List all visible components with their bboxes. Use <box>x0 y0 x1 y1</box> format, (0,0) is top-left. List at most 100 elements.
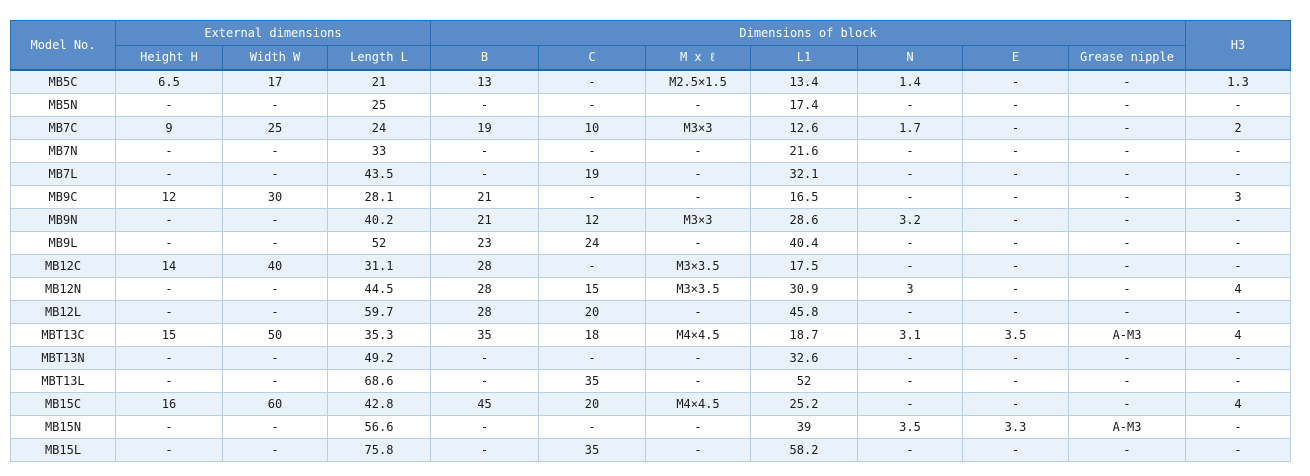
value-cell: - <box>115 438 223 462</box>
model-no-cell: MB7L <box>10 162 116 186</box>
table-row: MB15C 16 60 42.8 45 20 M4×4.5 25.2- - -4 <box>10 392 1292 416</box>
col-header-e: E <box>962 45 1069 71</box>
value-cell: 43.5 <box>327 162 431 186</box>
value-cell: 21.6 <box>750 139 858 163</box>
value-cell: 30 <box>222 185 328 209</box>
value-cell: - <box>222 438 328 462</box>
value-cell: - <box>115 139 223 163</box>
value-cell: 3.1 <box>857 323 963 347</box>
value-cell: - <box>1185 438 1292 462</box>
value-cell: - <box>857 93 963 117</box>
value-cell: 52 <box>327 231 431 255</box>
model-no-cell: MB5N <box>10 93 116 117</box>
value-cell: - <box>1185 369 1292 393</box>
table-row: MB15L - -75.8-35-58.2- - - - <box>10 438 1292 462</box>
value-cell: M3×3.5 <box>645 254 751 278</box>
col-header-n: N <box>857 45 963 71</box>
value-cell: 4 <box>1185 392 1292 416</box>
value-cell: - <box>1185 208 1292 232</box>
value-cell: 35 <box>538 369 646 393</box>
value-cell: - <box>857 185 963 209</box>
col-header-grease-nipple: Grease nipple <box>1067 45 1187 71</box>
model-no-cell: MB7N <box>10 139 116 163</box>
table-row: MB15N - -56.6- - -39 3.5 3.3 A-M3- <box>10 415 1292 439</box>
value-cell: 21 <box>430 208 539 232</box>
value-cell: - <box>645 139 751 163</box>
value-cell: 17.4 <box>750 93 858 117</box>
value-cell: 58.2 <box>750 438 858 462</box>
value-cell: 49.2 <box>327 346 431 370</box>
model-no-cell: MB5C <box>10 69 116 94</box>
value-cell: 60 <box>222 392 328 416</box>
value-cell: - <box>857 438 963 462</box>
value-cell: - <box>222 162 328 186</box>
value-cell: 28 <box>430 300 539 324</box>
value-cell: - <box>222 277 328 301</box>
table-row: MB5N - -25- - -17.4- - - - <box>10 93 1292 117</box>
value-cell: M3×3 <box>645 116 751 140</box>
value-cell: 1.7 <box>857 116 963 140</box>
value-cell: - <box>1067 93 1187 117</box>
value-cell: 45 <box>430 392 539 416</box>
table-row: MBT13C 15 50 35.3 35 18 M4×4.5 18.7 3.1 3.5 A-M3 4 <box>10 323 1292 347</box>
value-cell: 40 <box>222 254 328 278</box>
value-cell: - <box>538 254 646 278</box>
value-cell: 32.1 <box>750 162 858 186</box>
value-cell: 12 <box>538 208 646 232</box>
value-cell: - <box>962 116 1069 140</box>
value-cell: 25 <box>222 116 328 140</box>
model-no-cell: MBT13N <box>10 346 116 370</box>
value-cell: 30.9 <box>750 277 858 301</box>
value-cell: - <box>1067 300 1187 324</box>
value-cell: 3.2 <box>857 208 963 232</box>
value-cell: - <box>538 93 646 117</box>
value-cell: - <box>115 208 223 232</box>
model-no-cell: MB12N <box>10 277 116 301</box>
value-cell: 25.2 <box>750 392 858 416</box>
value-cell: - <box>962 185 1069 209</box>
value-cell: 4 <box>1185 277 1292 301</box>
value-cell: 1.3 <box>1185 69 1292 94</box>
value-cell: - <box>962 231 1069 255</box>
value-cell: - <box>645 185 751 209</box>
value-cell: - <box>1067 139 1187 163</box>
col-header-c: C <box>538 45 646 71</box>
value-cell: 6.5 <box>115 69 223 94</box>
table-row: MB12L - -59.7 28 20-45.8- - - - <box>10 300 1292 324</box>
model-no-cell: MB12C <box>10 254 116 278</box>
value-cell: - <box>538 415 646 439</box>
value-cell: M4×4.5 <box>645 392 751 416</box>
table-row: MB12N - -44.5 28 15 M3×3.5 30.9 3- -4 <box>10 277 1292 301</box>
header-group-row: Model No. External dimensions Dimensions… <box>10 20 1292 71</box>
value-cell: 75.8 <box>327 438 431 462</box>
value-cell: - <box>115 162 223 186</box>
value-cell: - <box>222 369 328 393</box>
value-cell: - <box>857 392 963 416</box>
value-cell: 56.6 <box>327 415 431 439</box>
model-no-cell: MB9C <box>10 185 116 209</box>
value-cell: - <box>857 300 963 324</box>
value-cell: 17 <box>222 69 328 94</box>
value-cell: 4 <box>1185 323 1292 347</box>
col-header-width-w: Width W <box>222 45 328 71</box>
header-sub-row: Height H Width W Length L B C M x ℓ L1 N… <box>11 45 1291 71</box>
model-no-cell: MB15N <box>10 415 116 439</box>
col-group-dimensions-of-block: Dimensions of block <box>429 20 1187 46</box>
value-cell: - <box>645 93 751 117</box>
value-cell: - <box>1067 69 1187 94</box>
value-cell: 40.2 <box>327 208 431 232</box>
table-row: MBT13L - -68.6-35-52- - - - <box>10 369 1292 393</box>
value-cell: 15 <box>538 277 646 301</box>
value-cell: 35 <box>538 438 646 462</box>
value-cell: - <box>222 231 328 255</box>
col-header-model-no: Model No. <box>10 20 116 71</box>
value-cell: - <box>115 415 223 439</box>
value-cell: - <box>857 162 963 186</box>
value-cell: 28.6 <box>750 208 858 232</box>
value-cell: 33 <box>327 139 431 163</box>
model-no-cell: MB9N <box>10 208 116 232</box>
value-cell: - <box>1185 162 1292 186</box>
value-cell: A-M3 <box>1067 323 1187 347</box>
value-cell: M4×4.5 <box>645 323 751 347</box>
value-cell: - <box>1185 415 1292 439</box>
